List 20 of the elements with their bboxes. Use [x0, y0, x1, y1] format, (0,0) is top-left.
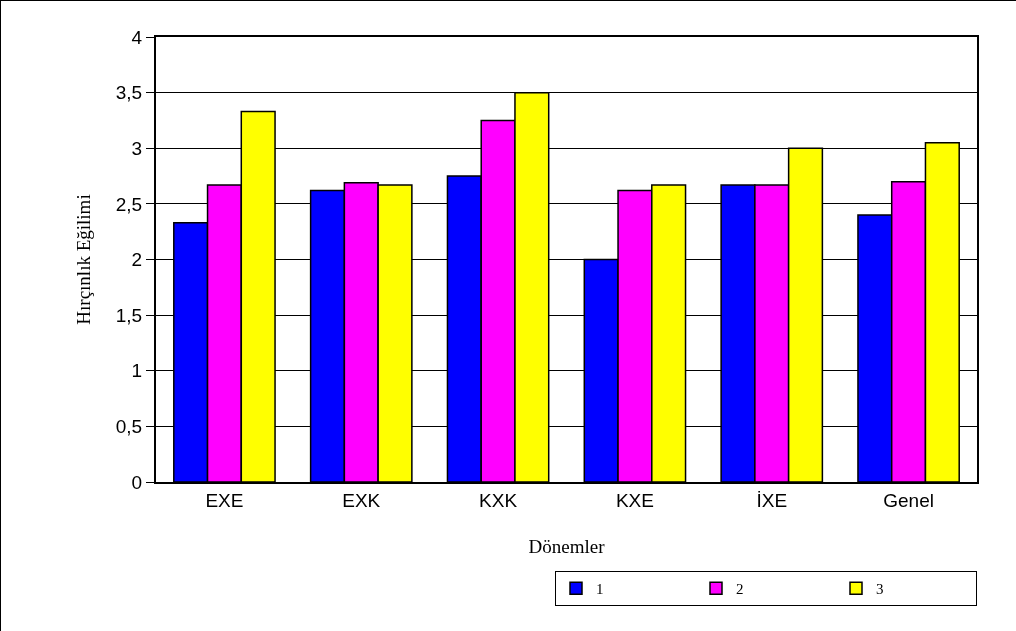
y-tick-label: 1	[131, 360, 143, 382]
legend-label: 3	[876, 581, 884, 598]
y-tick-label: 3	[131, 137, 143, 159]
y-tick-label: 0	[131, 471, 143, 493]
y-tick-label: 2,5	[115, 193, 143, 215]
legend-label: 1	[596, 581, 604, 598]
y-axis-title: Hırçınlık Eğilimi	[73, 194, 95, 325]
x-tick-label: KXE	[615, 489, 654, 511]
legend-label: 2	[736, 581, 744, 598]
x-tick-label: EXE	[205, 489, 244, 511]
x-axis-title: Dönemler	[528, 536, 606, 558]
x-tick-label: EXK	[342, 489, 381, 511]
y-tick-label: 3,5	[115, 82, 143, 104]
y-tick-label: 2	[131, 249, 143, 271]
x-tick-label: KXK	[479, 489, 518, 511]
y-tick-label: 1,5	[115, 304, 143, 326]
y-tick-label: 0,5	[115, 416, 143, 438]
y-tick-label: 4	[131, 26, 143, 48]
x-tick-label: İXE	[756, 489, 788, 511]
x-tick-label: Genel	[883, 489, 934, 511]
